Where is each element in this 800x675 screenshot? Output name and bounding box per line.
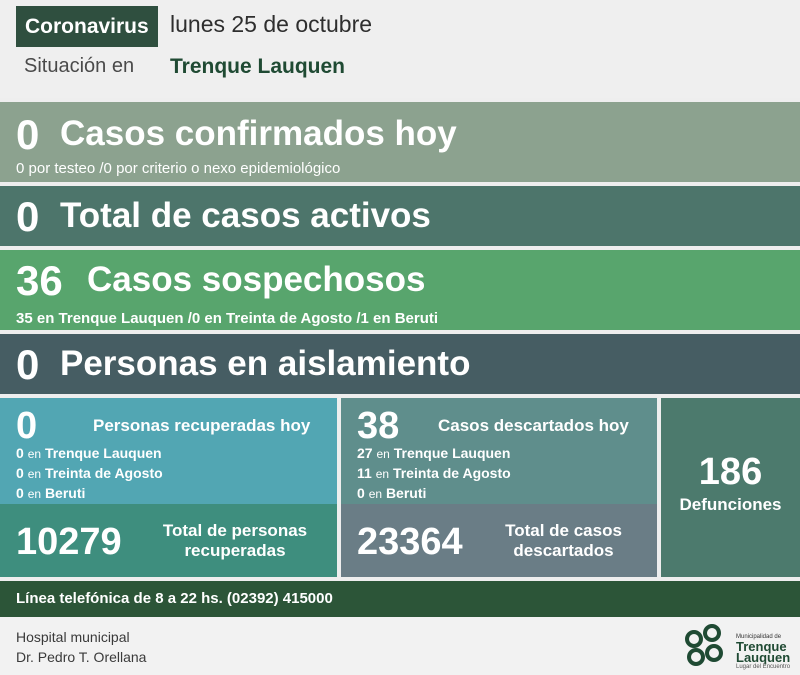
logo-name-1: Trenque: [736, 639, 787, 654]
logo-tagline: Lugar del Encuentro: [736, 664, 791, 670]
defunciones-panel: 186 Defunciones: [661, 398, 800, 577]
descartados-hoy-value: 38: [357, 405, 400, 447]
descartados-total-panel: 23364 Total de casos descartados: [341, 504, 657, 577]
logo-name-2: Lauquen: [736, 650, 791, 665]
confirmados-detail: 0 por testeo /0 por criterio o nexo epid…: [16, 160, 341, 177]
descartados-total-value: 23364: [357, 521, 463, 563]
hospital-name: Hospital municipal Dr. Pedro T. Orellana: [16, 629, 147, 666]
coronavirus-tag: Coronavirus: [16, 6, 158, 47]
activos-band: 0 Total de casos activos: [0, 186, 800, 246]
descartados-hoy-title: Casos descartados hoy: [438, 416, 629, 435]
telefono-bar: Línea telefónica de 8 a 22 hs. (02392) 4…: [0, 581, 800, 617]
descartados-hoy-panel: 38 Casos descartados hoy 27 en Trenque L…: [341, 398, 657, 504]
recuperados-total-panel: 10279 Total de personas recuperadas: [0, 504, 337, 577]
recuperados-line-1: 0 en Trenque Lauquen: [16, 445, 162, 461]
recuperados-hoy-title: Personas recuperadas hoy: [93, 416, 311, 435]
descartados-line-1: 27 en Trenque Lauquen: [357, 445, 511, 461]
aislamiento-band: 0 Personas en aislamiento: [0, 334, 800, 394]
recuperados-hoy-panel: 0 Personas recuperadas hoy 0 en Trenque …: [0, 398, 337, 504]
recuperados-total-title: Total de personas recuperadas: [162, 521, 308, 560]
city-name: Trenque Lauquen: [170, 55, 346, 78]
situacion-label: Situación en: [24, 55, 135, 77]
defunciones-value: 186: [698, 451, 763, 493]
descartados-line-3: 0 en Beruti: [357, 485, 427, 501]
logo-small-text: Municipalidad de: [736, 634, 782, 640]
recuperados-hoy-value: 0: [16, 405, 38, 447]
sospechosos-title: Casos sospechosos: [87, 260, 426, 299]
defunciones-title: Defunciones: [679, 495, 782, 514]
header: Coronavirus lunes 25 de octubre Situació…: [0, 0, 800, 98]
descartados-line-2: 11 en Treinta de Agosto: [357, 465, 511, 481]
activos-title: Total de casos activos: [60, 196, 431, 235]
report-date: lunes 25 de octubre: [170, 11, 373, 37]
activos-value: 0: [16, 193, 40, 240]
municipalidad-logo-icon: [685, 624, 723, 666]
aislamiento-title: Personas en aislamiento: [60, 344, 471, 383]
recuperados-line-3: 0 en Beruti: [16, 485, 86, 501]
footer: Hospital municipal Dr. Pedro T. Orellana…: [0, 617, 800, 675]
sospechosos-detail: 35 en Trenque Lauquen /0 en Treinta de A…: [16, 310, 439, 327]
aislamiento-value: 0: [16, 341, 40, 388]
sospechosos-value: 36: [16, 257, 63, 304]
confirmados-value: 0: [16, 111, 40, 158]
sospechosos-band: 36 Casos sospechosos 35 en Trenque Lauqu…: [0, 250, 800, 330]
recuperados-line-2: 0 en Treinta de Agosto: [16, 465, 163, 481]
confirmados-band: 0 Casos confirmados hoy 0 por testeo /0 …: [0, 102, 800, 182]
descartados-total-title: Total de casos descartados: [505, 521, 622, 560]
recuperados-total-value: 10279: [16, 521, 122, 563]
confirmados-title: Casos confirmados hoy: [60, 114, 457, 153]
